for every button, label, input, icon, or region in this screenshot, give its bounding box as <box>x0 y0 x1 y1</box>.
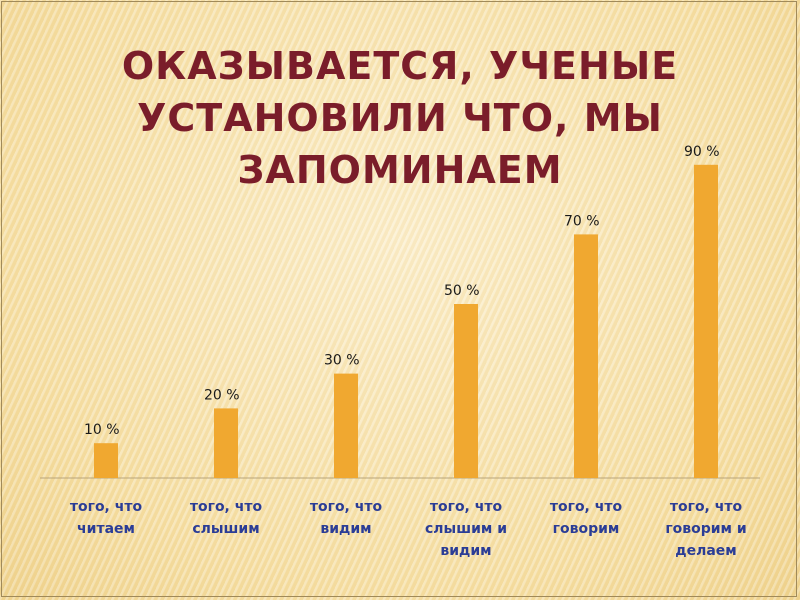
data-label-4: 50 % <box>444 283 480 299</box>
data-label-6: 90 % <box>684 144 720 160</box>
category-label-4: того, что слышим и видим <box>424 499 508 559</box>
category-label-1: того, что читаем <box>69 499 143 537</box>
bar-1 <box>94 443 118 478</box>
bar-6 <box>694 164 718 479</box>
category-label-6: того, что говорим и делаем <box>665 499 747 559</box>
data-label-1: 10 % <box>84 422 120 438</box>
bar-2 <box>214 408 238 478</box>
data-label-3: 30 % <box>324 353 360 369</box>
slide-title: Оказывается, ученые установили что, мы з… <box>20 40 780 196</box>
category-label-3: того, что видим <box>309 499 383 537</box>
bar-4 <box>454 304 478 478</box>
data-label-5: 70 % <box>564 213 600 229</box>
bar-5 <box>574 234 598 478</box>
category-label-2: того, что слышим <box>189 499 263 537</box>
bar-3 <box>334 373 358 478</box>
data-label-2: 20 % <box>204 387 240 403</box>
category-label-5: того, что говорим <box>549 499 623 537</box>
title-line-2: установили что, мы запоминаем <box>137 96 663 192</box>
title-line-1: Оказывается, ученые <box>121 44 679 88</box>
